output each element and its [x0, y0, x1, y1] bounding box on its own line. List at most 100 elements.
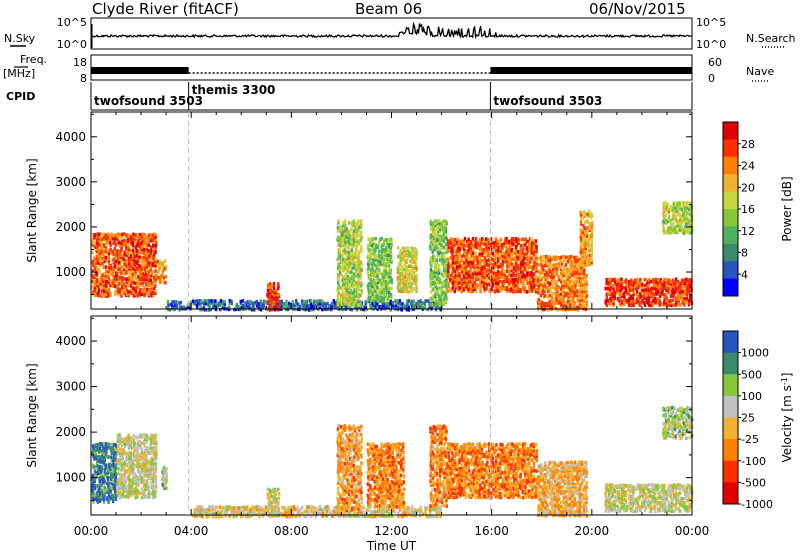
data-cell	[143, 450, 147, 455]
data-cell	[612, 289, 615, 293]
data-cell	[285, 514, 289, 519]
data-cell	[91, 481, 95, 485]
data-cell	[478, 274, 482, 278]
data-cell	[666, 229, 670, 233]
data-cell	[494, 290, 497, 294]
data-cell	[652, 295, 655, 299]
data-cell	[475, 245, 479, 250]
data-cell	[337, 262, 340, 267]
data-cell	[379, 259, 382, 264]
data-cell	[672, 215, 675, 219]
data-cell	[516, 289, 520, 293]
data-cell	[505, 286, 509, 290]
data-cell	[351, 252, 354, 256]
data-cell	[516, 269, 520, 274]
data-cell	[369, 290, 372, 294]
data-cell	[567, 285, 570, 290]
data-cell	[113, 263, 117, 268]
data-cell	[588, 234, 591, 238]
data-cell	[129, 456, 132, 461]
data-cell	[367, 299, 370, 304]
data-cell	[434, 276, 437, 281]
data-cell	[402, 289, 405, 293]
data-cell	[456, 283, 459, 288]
data-cell	[555, 287, 558, 292]
data-cell	[262, 512, 265, 516]
data-cell	[672, 207, 675, 212]
data-cell	[520, 243, 523, 248]
data-cell	[578, 275, 581, 279]
data-cell	[383, 274, 386, 278]
data-cell	[104, 249, 107, 254]
data-cell	[650, 294, 653, 299]
data-cell	[613, 277, 616, 282]
data-cell	[102, 446, 105, 450]
data-cell	[148, 250, 151, 255]
data-cell	[459, 277, 462, 282]
data-cell	[103, 289, 106, 294]
data-cell	[576, 291, 579, 296]
data-cell	[321, 307, 324, 312]
data-cell	[677, 284, 680, 288]
data-cell	[143, 233, 147, 237]
data-cell	[113, 458, 117, 463]
data-cell	[555, 266, 558, 271]
data-cell	[341, 278, 344, 282]
data-cell	[674, 219, 678, 223]
data-cell	[486, 268, 489, 272]
data-cell	[91, 239, 94, 243]
data-cell	[557, 261, 560, 266]
data-cell	[339, 300, 342, 304]
data-cell	[499, 265, 502, 269]
data-cell	[433, 280, 436, 284]
data-cell	[523, 277, 526, 281]
data-cell	[573, 305, 576, 310]
data-cell	[399, 273, 402, 278]
data-cell	[113, 284, 117, 288]
data-cell	[227, 507, 231, 511]
data-cell	[685, 200, 688, 205]
data-cell	[483, 264, 486, 268]
data-cell	[415, 257, 418, 261]
data-cell	[132, 251, 135, 255]
data-cell	[410, 281, 414, 286]
data-cell	[517, 237, 520, 242]
data-cell	[465, 239, 469, 244]
data-cell	[683, 217, 687, 222]
data-cell	[547, 289, 550, 294]
data-cell	[643, 288, 646, 293]
data-cell	[133, 237, 137, 241]
data-cell	[242, 512, 245, 516]
data-cell	[510, 238, 513, 243]
data-cell	[611, 278, 615, 282]
data-cell	[93, 267, 97, 271]
data-cell	[130, 269, 133, 273]
data-cell	[195, 304, 199, 308]
data-cell	[451, 275, 455, 280]
data-cell	[519, 262, 523, 266]
data-cell	[389, 255, 393, 260]
data-cell	[281, 506, 284, 510]
data-cell	[630, 278, 633, 283]
data-cell	[135, 483, 138, 488]
data-cell	[94, 255, 97, 259]
data-cell	[526, 246, 529, 250]
data-cell	[341, 274, 345, 279]
data-cell	[269, 305, 272, 309]
data-cell	[544, 260, 547, 264]
data-cell	[193, 508, 196, 512]
data-cell	[463, 236, 467, 241]
data-cell	[445, 277, 448, 281]
data-cell	[406, 303, 409, 308]
data-cell	[551, 263, 554, 268]
data-cell	[627, 282, 631, 287]
data-cell	[118, 257, 121, 261]
data-cell	[442, 290, 445, 295]
data-cell	[116, 435, 119, 440]
data-cell	[578, 298, 582, 302]
data-cell	[355, 255, 358, 260]
data-cell	[154, 261, 157, 265]
data-cell	[440, 243, 443, 248]
data-cell	[546, 277, 549, 281]
data-cell	[432, 221, 435, 225]
